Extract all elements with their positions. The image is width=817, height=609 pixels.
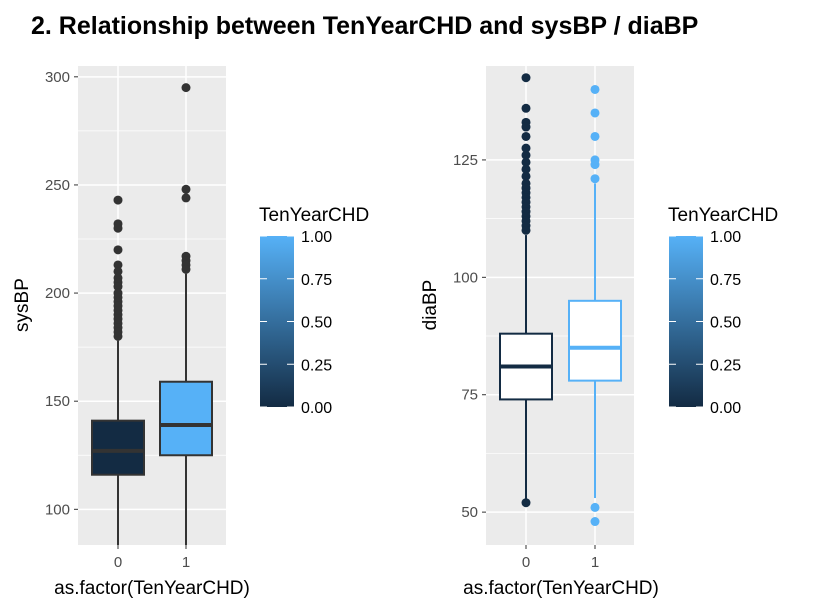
- x-axis-title: as.factor(TenYearCHD): [54, 578, 250, 599]
- legend-title: TenYearCHD: [259, 205, 369, 226]
- outlier-point: [521, 73, 531, 83]
- x-tick-label: 1: [182, 554, 190, 571]
- outlier-point: [590, 84, 600, 94]
- outlier-point: [181, 193, 191, 203]
- x-tick-label: 0: [114, 554, 122, 571]
- legend-title: TenYearCHD: [668, 205, 778, 226]
- outlier-point: [181, 264, 191, 274]
- legend-tick-label: 1.00: [301, 229, 332, 246]
- panel-2: 50 75 100 125 0 1 as.factor(TenYearCHD) diaBP Te…: [420, 66, 778, 599]
- y-tick-label: 100: [453, 269, 478, 286]
- legend-tick-label: 0.00: [710, 400, 741, 417]
- panel-1: 100 150 200 250 300 0 1 as.factor(TenYearCHD) sy…: [12, 66, 369, 599]
- outlier-point: [521, 171, 531, 181]
- y-tick-label: 300: [45, 69, 70, 86]
- outlier-point: [521, 498, 531, 508]
- legend-tick-label: 0.50: [301, 315, 332, 332]
- outlier-point: [590, 131, 600, 141]
- outlier-point: [590, 108, 600, 118]
- box-1: [159, 83, 213, 545]
- outlier-point: [521, 150, 531, 160]
- outlier-point: [521, 225, 531, 235]
- box-1: [568, 84, 622, 527]
- outlier-point: [113, 260, 123, 270]
- y-tick-label: 250: [45, 177, 70, 194]
- outlier-point: [590, 155, 600, 165]
- outlier-point: [521, 122, 531, 132]
- outlier-point: [590, 502, 600, 512]
- outlier-point: [113, 266, 123, 276]
- x-tick-label: 0: [522, 554, 530, 571]
- y-tick-label: 100: [45, 501, 70, 518]
- y-tick-label: 150: [45, 393, 70, 410]
- outlier-point: [113, 223, 123, 233]
- legend-tick-label: 0.75: [301, 272, 332, 289]
- outlier-point: [113, 331, 123, 341]
- legend: TenYearCHD 1.00 0.75 0.50 0.25 0.00: [259, 205, 369, 417]
- y-tick-label: 75: [461, 387, 478, 404]
- outlier-point: [521, 131, 531, 141]
- outlier-point: [113, 195, 123, 205]
- outlier-point: [521, 164, 531, 174]
- outlier-point: [113, 282, 123, 292]
- iqr-box: [568, 299, 622, 382]
- chart-title: 2. Relationship between TenYearCHD and s…: [31, 12, 699, 40]
- outlier-point: [113, 245, 123, 255]
- y-axis-title: diaBP: [420, 280, 441, 331]
- y-tick-label: 125: [453, 152, 478, 169]
- iqr-box: [159, 380, 213, 457]
- iqr-box: [91, 419, 145, 476]
- outlier-point: [181, 184, 191, 194]
- legend-tick-label: 0.25: [710, 357, 741, 374]
- x-axis-title: as.factor(TenYearCHD): [463, 578, 659, 599]
- outlier-point: [590, 174, 600, 184]
- legend-tick-label: 1.00: [710, 229, 741, 246]
- box-0: [91, 195, 145, 545]
- legend-tick-label: 0.00: [301, 400, 332, 417]
- outlier-point: [521, 157, 531, 167]
- box-0: [499, 73, 553, 508]
- x-tick-label: 1: [591, 554, 599, 571]
- outlier-point: [590, 517, 600, 527]
- y-tick-label: 50: [461, 504, 478, 521]
- outlier-point: [521, 103, 531, 113]
- outlier-point: [181, 83, 191, 93]
- outlier-point: [521, 143, 531, 153]
- legend-tick-label: 0.50: [710, 315, 741, 332]
- legend-tick-label: 0.25: [301, 357, 332, 374]
- y-axis-title: sysBP: [12, 278, 33, 332]
- legend-tick-label: 0.75: [710, 272, 741, 289]
- y-tick-label: 200: [45, 285, 70, 302]
- legend: TenYearCHD 1.00 0.75 0.50 0.25 0.00: [668, 205, 778, 417]
